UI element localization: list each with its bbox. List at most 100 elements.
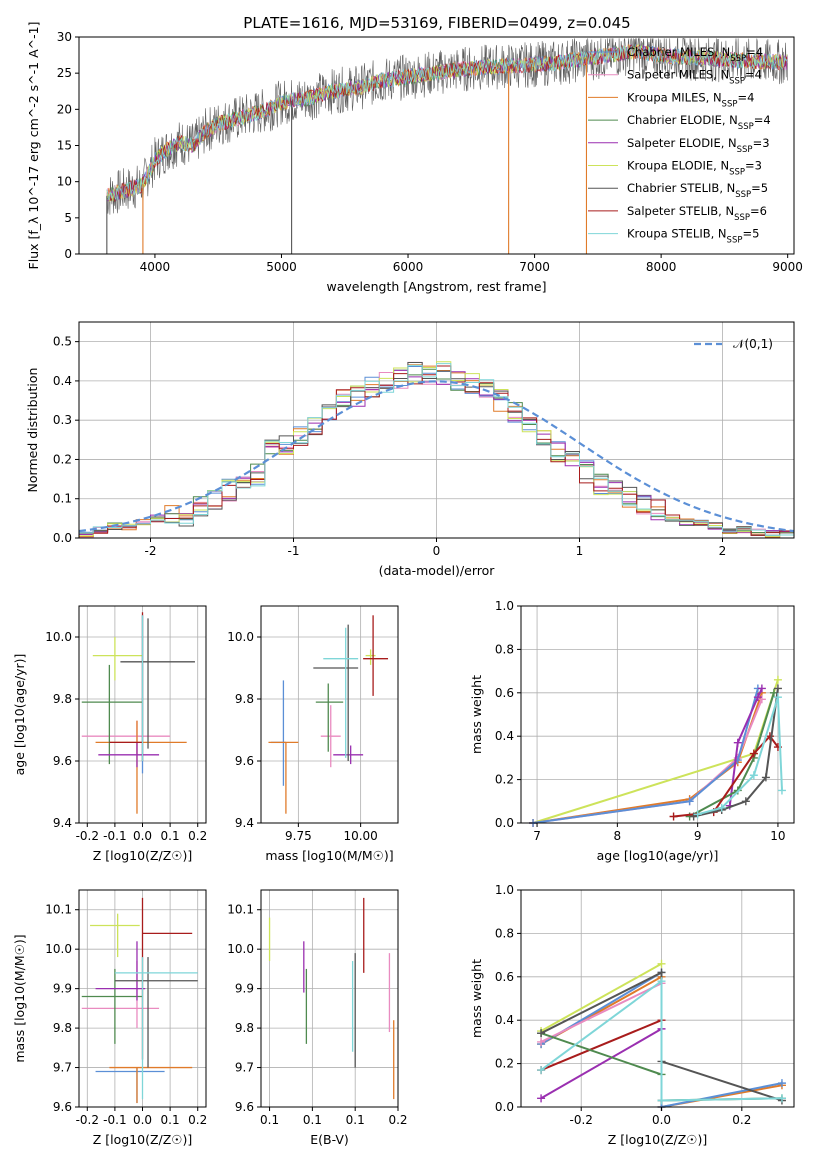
y-tick-label: 0.2: [495, 1057, 514, 1071]
y-tick-label: 0.5: [53, 335, 72, 349]
mass-vs-z-panel: -0.2 -0.1 0.0 0.1 0.2 9.6 9.7 9.8 9.9 10.0 10.1 Z […: [12, 889, 207, 1147]
x-tick-label: 5000: [266, 260, 297, 274]
x-tick-label: 0.1: [303, 1113, 322, 1127]
x-tick-label: 4000: [140, 260, 171, 274]
y-tick-label: 9.6: [53, 754, 72, 768]
legend-label: Chabrier STELIB, NSSP=5: [627, 181, 768, 200]
y-tick-label: 9.6: [235, 754, 254, 768]
x-axis-label: wavelength [Angstrom, rest frame]: [326, 279, 546, 294]
x-tick-label: 0: [433, 544, 441, 558]
y-tick-label: 0.1: [53, 492, 72, 506]
mass-vs-ebv-panel: 0.1 0.1 0.1 0.2 9.6 9.7 9.8 9.9 10.0 10.1 E(B-V): [227, 889, 408, 1147]
x-tick-label: 7000: [519, 260, 550, 274]
x-tick-label: -0.1: [103, 829, 126, 843]
weight-marker: [757, 684, 766, 693]
age-vs-z-panel: -0.2 -0.1 0.0 0.1 0.2 9.4 9.6 9.8 10.0 Z [log10(Z…: [12, 605, 207, 863]
weight-marker: [761, 773, 770, 782]
y-tick-label: 0.6: [495, 686, 514, 700]
axes-frame: [520, 889, 795, 1108]
x-tick-label: 7: [533, 829, 541, 843]
y-axis-label: Normed distribution: [25, 368, 40, 493]
y-tick-label: 10: [57, 175, 72, 189]
x-tick-label: 9000: [772, 260, 803, 274]
weight-marker: [773, 693, 782, 702]
x-tick-label: 0.2: [732, 1113, 751, 1127]
x-tick-label: 10: [770, 829, 785, 843]
y-tick-label: 10.0: [45, 942, 72, 956]
x-tick-label: -2: [145, 544, 157, 558]
weight-line: [540, 981, 663, 1101]
weight-marker: [777, 1094, 786, 1103]
weight-marker: [749, 749, 758, 758]
spectrum-panel: 4000 5000 6000 7000 8000 9000 0 5 10 15 20 25 30 wave…: [26, 22, 803, 294]
y-tick-label: 0.4: [495, 1013, 514, 1027]
weight-line: [532, 688, 759, 824]
y-tick-label: 0.4: [53, 374, 72, 388]
data-point: [320, 705, 341, 768]
x-axis-label: E(B-V): [310, 1132, 349, 1147]
y-tick-label: 0.0: [495, 1100, 514, 1114]
weight-marker: [773, 675, 782, 684]
y-tick-label: 9.8: [53, 692, 72, 706]
y-axis-label: mass weight: [469, 675, 484, 754]
legend-label: Kroupa STELIB, NSSP=5: [627, 227, 759, 246]
age-vs-mass-panel: 9.75 10.00 9.4 9.6 9.8 10.0 mass [log10(M/M☉)]: [227, 605, 399, 863]
data-point: [95, 1067, 165, 1104]
plot-area: [268, 615, 389, 814]
x-tick-label: -0.2: [570, 1113, 593, 1127]
weight-marker: [537, 1037, 546, 1046]
weight-marker: [657, 1096, 666, 1105]
x-axis-label: mass [log10(M/M☉)]: [265, 848, 393, 863]
data-point: [81, 968, 143, 1044]
data-point: [120, 618, 195, 749]
y-tick-label: 1.0: [495, 599, 514, 613]
weight-marker: [689, 812, 698, 821]
x-tick-label: 0.2: [188, 829, 207, 843]
axes-frame: [260, 605, 399, 824]
y-tick-label: 0.4: [495, 729, 514, 743]
x-tick-label: 0.2: [388, 1113, 407, 1127]
x-tick-label: -1: [288, 544, 300, 558]
weight-marker: [657, 959, 666, 968]
x-tick-label: 10.00: [343, 829, 377, 843]
weight-line: [689, 692, 775, 818]
y-axis-label: Flux [f_λ 10^-17 erg cm^-2 s^-1 A^-1]: [26, 22, 41, 270]
weight-marker: [741, 797, 750, 806]
data-point: [98, 742, 160, 768]
y-tick-label: 0.8: [495, 642, 514, 656]
legend-label: 𝒩(0,1): [733, 337, 773, 351]
y-tick-label: 0: [64, 247, 72, 261]
legend-label: Kroupa MILES, NSSP=4: [627, 90, 754, 109]
y-tick-label: 9.4: [235, 816, 254, 830]
y-tick-label: 9.9: [53, 982, 72, 996]
y-tick-label: 0.6: [495, 970, 514, 984]
weight-marker: [717, 803, 726, 812]
weight-line: [540, 962, 662, 1032]
y-axis-label: mass weight: [469, 959, 484, 1038]
data-point: [270, 680, 286, 786]
axes-frame: [260, 889, 399, 1108]
data-point: [363, 615, 389, 696]
spectrum-line: [106, 45, 788, 201]
data-point: [95, 941, 146, 1001]
legend-label: Salpeter STELIB, NSSP=6: [627, 204, 767, 223]
y-tick-label: 9.8: [235, 692, 254, 706]
data-point: [365, 649, 376, 665]
y-tick-label: 9.9: [235, 982, 254, 996]
weight-marker: [777, 1079, 786, 1088]
x-tick-label: 8000: [646, 260, 677, 274]
weight-marker: [765, 732, 774, 741]
x-tick-label: 9.75: [285, 829, 312, 843]
y-tick-label: 0.0: [53, 531, 72, 545]
axes-frame: [520, 605, 795, 824]
data-point: [313, 624, 359, 761]
x-tick-label: 0.1: [346, 1113, 365, 1127]
plot-area: [81, 897, 198, 1104]
weight-line: [540, 1028, 662, 1100]
weight-marker: [657, 968, 666, 977]
y-tick-label: 0.3: [53, 413, 72, 427]
data-point: [114, 957, 198, 1100]
legend-label: Chabrier ELODIE, NSSP=4: [627, 113, 771, 132]
data-point: [81, 664, 143, 765]
data-point: [109, 1066, 193, 1104]
